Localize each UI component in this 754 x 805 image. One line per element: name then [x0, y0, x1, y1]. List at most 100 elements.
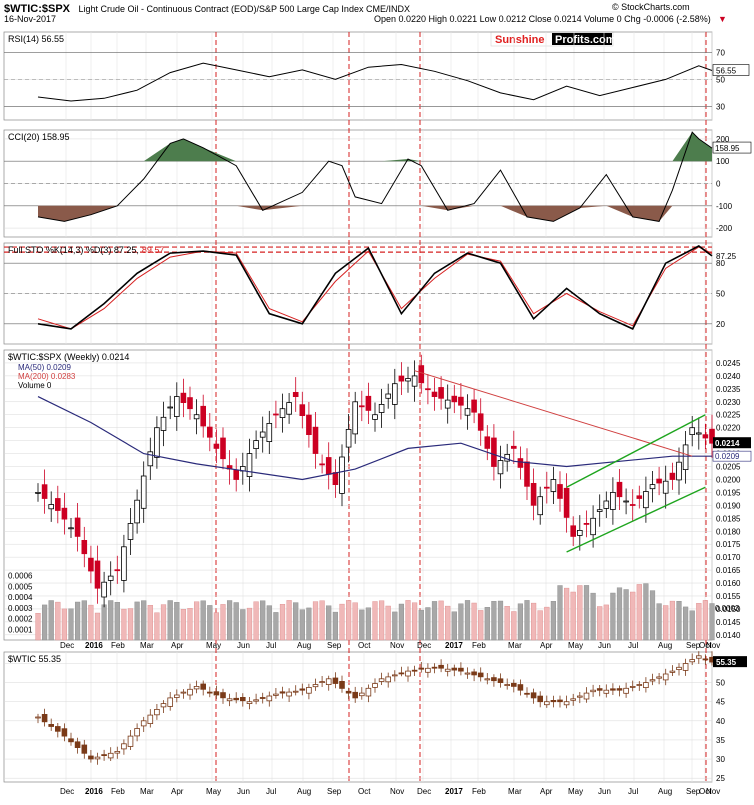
price-candle-body: [444, 399, 451, 409]
wtic-candle-body: [74, 741, 81, 748]
volume-bar: [636, 584, 642, 641]
price-candle-body: [629, 504, 636, 506]
wtic-candle-body: [332, 677, 339, 684]
volume-bar: [458, 603, 464, 641]
month-label: Mar: [508, 641, 522, 650]
cci-negative-fill: [38, 205, 712, 222]
volume-bar: [590, 592, 596, 641]
wtic-candle-body: [68, 738, 74, 743]
price-candle-body: [643, 491, 649, 509]
resistance-trendline: [414, 370, 693, 457]
volume-bar: [418, 609, 424, 641]
volume-bar: [610, 592, 616, 641]
price-candle-body: [477, 413, 484, 431]
price-candle-body: [246, 453, 253, 478]
price-candle-body: [306, 414, 312, 436]
y-tick-label: 0.0205: [716, 463, 741, 472]
y-tick-label: 0.0140: [716, 631, 741, 640]
channel-upper-line: [566, 414, 706, 488]
price-candle-body: [623, 500, 629, 503]
volume-bar: [656, 603, 662, 641]
volume-bar: [193, 601, 200, 641]
volume-bar: [398, 603, 405, 641]
month-label: 2016: [85, 787, 103, 796]
volume-bar: [544, 606, 550, 641]
volume-legend: Volume 0: [18, 381, 52, 390]
ma50-last-box: [712, 450, 752, 462]
volume-bar: [689, 610, 695, 641]
y-tick-label: 0.0195: [716, 488, 741, 497]
month-label: Jun: [598, 787, 611, 796]
month-label: May: [568, 787, 583, 796]
volume-bar: [55, 601, 61, 641]
wtic-candle-body: [246, 701, 253, 705]
volume-bar: [683, 606, 689, 641]
wtic-candle-body: [577, 695, 583, 698]
svg-text:$WTIC:$SPX Light Crude Oil - C: $WTIC:$SPX Light Crude Oil - Continuous …: [4, 0, 410, 16]
volume-bar: [68, 608, 74, 641]
month-label: Sep: [686, 641, 701, 650]
wtic-candle-body: [88, 755, 94, 760]
volume-bar: [48, 600, 54, 641]
y-tick-label: 0.0175: [716, 540, 741, 549]
y-tick-label: 0.0190: [716, 501, 741, 510]
price-candle-body: [544, 486, 550, 489]
volume-bar: [649, 590, 656, 641]
y-tick-label: 0.0150: [716, 605, 741, 614]
price-candle-body: [590, 517, 596, 536]
wtic-candle-body: [398, 672, 405, 675]
price-candle-body: [273, 413, 279, 416]
price-title: $WTIC:$SPX (Weekly) 0.0214: [8, 352, 129, 362]
volume-last-label: 0.0003: [715, 604, 740, 613]
month-label: Oct: [358, 787, 371, 796]
month-label: Apr: [171, 641, 184, 650]
price-candle-body: [154, 427, 160, 458]
wtic-candle-body: [544, 701, 550, 706]
y-tick-label: 0.0165: [716, 566, 741, 575]
rsi-line: [37, 62, 713, 102]
wtic-candle-body: [299, 688, 306, 691]
volume-bar: [226, 600, 233, 641]
volume-tick-label: 0.0006: [8, 572, 33, 581]
price-candle-body: [378, 403, 385, 413]
price-candle-body: [94, 560, 101, 589]
wtic-candle-body: [107, 752, 114, 759]
month-label: Apr: [540, 787, 553, 796]
volume-bar: [220, 604, 226, 641]
month-label: Dec: [60, 641, 74, 650]
price-candle-body: [74, 517, 81, 537]
wtic-candle-body: [48, 724, 54, 727]
month-label: Dec: [60, 787, 74, 796]
volume-bar: [511, 611, 517, 641]
y-tick-label: -200: [716, 224, 733, 233]
volume-bar: [497, 600, 504, 641]
month-label: Nov: [706, 641, 720, 650]
wtic-candle-body: [160, 703, 167, 708]
price-candle-body: [55, 498, 61, 511]
month-label: Dec: [417, 641, 431, 650]
y-tick-label: 100: [716, 157, 730, 166]
price-candle-body: [213, 443, 220, 449]
volume-bar: [306, 607, 312, 641]
y-tick-label: 0.0225: [716, 411, 741, 420]
volume-bar: [61, 608, 68, 641]
month-label: Aug: [658, 787, 672, 796]
price-candle-body: [279, 408, 286, 419]
price-candle-body: [180, 392, 187, 404]
volume-bar: [550, 601, 557, 641]
y-tick-label: 50: [716, 679, 725, 688]
sunshine-logo: Sunshine Profits.com: [490, 31, 616, 47]
price-candle-body: [563, 487, 570, 518]
sto-last-k: 87.25: [716, 252, 737, 261]
wtic-candle-body: [458, 667, 464, 672]
volume-tick-label: 0.0005: [8, 582, 33, 591]
volume-bar: [531, 602, 537, 641]
volume-bar: [108, 600, 114, 641]
volume-bar: [346, 600, 352, 641]
wtic-candle-body: [484, 678, 491, 681]
wtic-candle-body: [497, 678, 504, 683]
price-candle-body: [286, 402, 292, 415]
volume-bar: [134, 601, 140, 641]
volume-bar: [326, 605, 332, 641]
